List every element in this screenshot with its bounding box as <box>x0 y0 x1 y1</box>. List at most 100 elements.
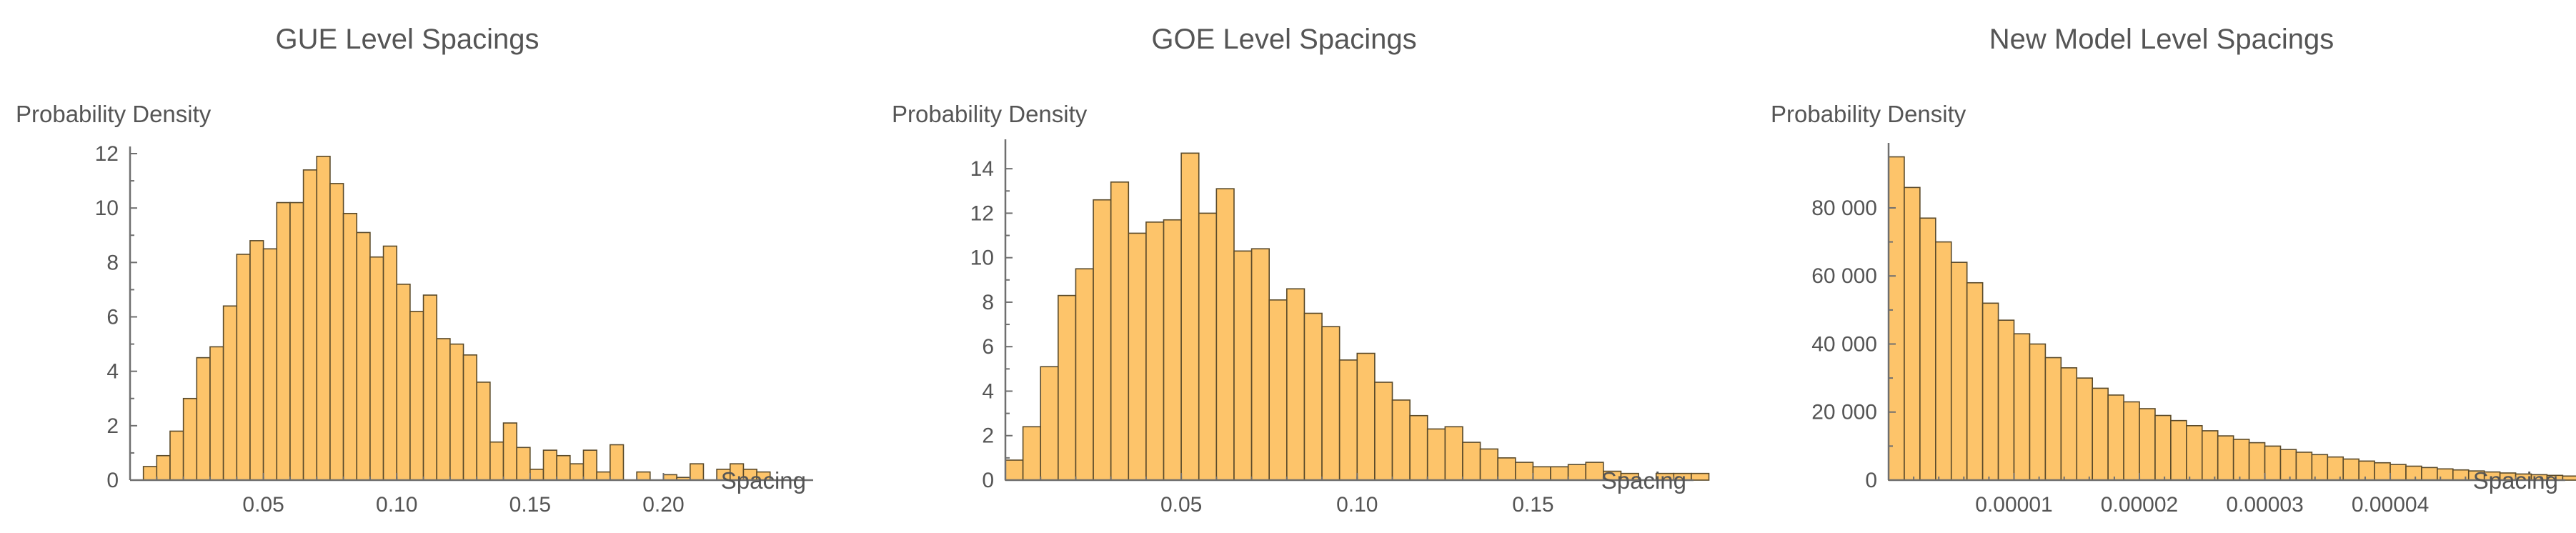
histogram-bar <box>489 441 504 481</box>
histogram-bar <box>1409 414 1428 481</box>
bar-group <box>1888 156 2576 481</box>
histogram-bar <box>2201 430 2219 481</box>
histogram-bar <box>1691 472 1710 481</box>
histogram-bar <box>276 201 291 481</box>
histogram-bar <box>2013 333 2031 481</box>
histogram-bar <box>396 283 411 481</box>
histogram-bar <box>2279 449 2297 481</box>
histogram-bar <box>2186 424 2203 481</box>
x-tick-label: 0.15 <box>1512 493 1553 517</box>
y-tick-label: 80 000 <box>1811 196 1877 220</box>
y-tick-label: 4 <box>106 360 119 384</box>
bar-group <box>1005 152 1710 481</box>
x-axis-label: Spacing <box>2473 467 2558 494</box>
histogram-bar <box>1321 326 1341 481</box>
x-tick-label: 0.00001 <box>1975 493 2052 517</box>
histogram-bar <box>329 183 344 481</box>
histogram-bar <box>529 468 544 481</box>
x-axis-label: Spacing <box>721 467 806 494</box>
histogram-bar <box>1444 426 1463 481</box>
chart-title: GUE Level Spacings <box>275 24 539 55</box>
histogram-bar <box>2327 456 2344 481</box>
x-tick-label: 0.05 <box>242 493 284 517</box>
y-tick-label: 40 000 <box>1811 332 1877 356</box>
histogram-bar <box>1919 217 1936 481</box>
x-tick-label: 0.20 <box>642 493 684 517</box>
y-tick-label: 0 <box>1865 469 1877 492</box>
y-tick-label: 14 <box>970 157 994 181</box>
histogram-bar <box>2154 414 2172 481</box>
histogram-bar <box>369 256 384 481</box>
histogram-bar <box>556 454 571 481</box>
histogram-bar <box>1567 464 1587 481</box>
y-tick-label: 10 <box>970 246 994 270</box>
histogram-bar <box>570 463 585 481</box>
y-tick-label: 2 <box>106 414 119 438</box>
histogram-bar <box>1163 219 1182 481</box>
histogram-bar <box>1497 457 1516 481</box>
y-tick-label: 0 <box>106 469 119 492</box>
histogram-bar <box>2421 467 2438 481</box>
x-tick-label: 0.15 <box>509 493 551 517</box>
histogram-bar <box>2107 394 2124 481</box>
histogram-bar <box>2248 442 2266 481</box>
histogram-bar <box>302 169 318 481</box>
histogram-bar <box>610 444 625 481</box>
histogram-bar <box>1250 248 1270 481</box>
histogram-bar <box>209 346 224 481</box>
histogram-bar <box>436 338 451 481</box>
bar-group <box>142 156 771 481</box>
histogram-bar <box>2123 401 2140 481</box>
histogram-bar <box>516 447 531 481</box>
histogram-bar <box>1374 382 1393 481</box>
histogram-bar <box>1128 232 1147 481</box>
histogram-bar <box>1215 188 1235 481</box>
x-tick-label: 0.00004 <box>2352 493 2429 517</box>
histogram-bar <box>196 357 211 481</box>
y-axis-label: Probability Density <box>16 101 212 127</box>
histogram-bar <box>1303 312 1323 481</box>
histogram-bar <box>462 354 477 481</box>
histogram-bar <box>2139 408 2156 481</box>
chart-title: New Model Level Spacings <box>1989 24 2334 55</box>
y-tick-label: 2 <box>982 424 994 448</box>
histogram-bar <box>142 466 158 481</box>
histogram-bar <box>502 422 517 481</box>
histogram-bar <box>476 382 491 481</box>
histogram-bar <box>1268 299 1288 481</box>
histogram-bar <box>596 471 611 481</box>
histogram-bar <box>1904 186 1921 481</box>
histogram-bar <box>689 463 705 481</box>
y-tick-label: 60 000 <box>1811 264 1877 288</box>
histogram-bar <box>1514 462 1534 481</box>
histogram-bar <box>582 449 597 481</box>
histogram-bar <box>2232 439 2250 481</box>
chart-title: GOE Level Spacings <box>1151 24 1416 55</box>
histogram-bar <box>2044 357 2062 481</box>
x-tick-label: 0.00003 <box>2226 493 2303 517</box>
histogram-bar <box>2374 462 2391 481</box>
histogram-bar <box>1462 442 1481 481</box>
histogram-bar <box>1532 466 1551 481</box>
y-tick-label: 4 <box>982 379 994 403</box>
y-tick-label: 6 <box>982 335 994 359</box>
histogram-bar <box>262 248 278 481</box>
histogram-bar <box>2264 445 2282 481</box>
histogram-bar <box>382 245 398 481</box>
histogram-bar <box>1479 448 1498 481</box>
histogram-bar <box>1198 212 1218 481</box>
y-tick-label: 8 <box>982 291 994 314</box>
histogram-bar <box>222 305 238 481</box>
histogram-bar <box>1888 156 1905 481</box>
histogram-bar <box>2405 465 2422 481</box>
chart-panel-2: GOE Level Spacings Probability Density 0 2 4… <box>892 24 1710 517</box>
x-axis-label: Spacing <box>1601 467 1686 494</box>
histogram-bar <box>1391 399 1411 481</box>
histogram-bar <box>1040 366 1059 481</box>
histogram-bar <box>409 311 424 481</box>
x-tick-label: 0.10 <box>376 493 417 517</box>
histogram-bar <box>2029 343 2047 481</box>
y-axis-label: Probability Density <box>892 101 1088 127</box>
histogram-bar <box>156 454 171 481</box>
histogram-bar <box>2092 387 2109 481</box>
